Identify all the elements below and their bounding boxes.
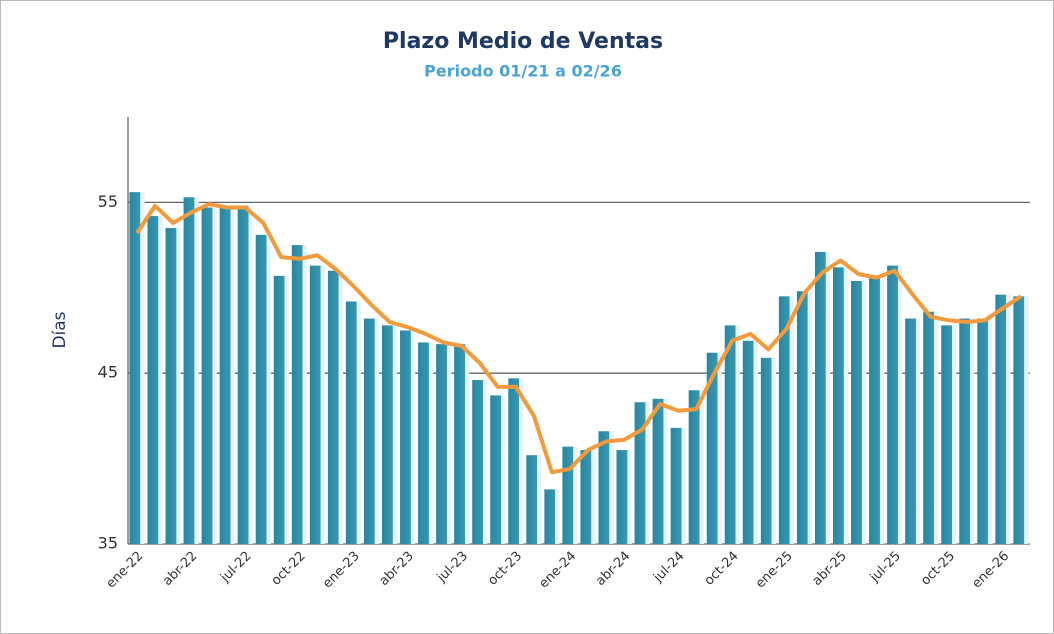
bar	[273, 275, 289, 544]
bar	[1013, 296, 1029, 544]
y-tick-label: 35	[98, 534, 118, 553]
bar	[778, 296, 795, 544]
bar	[652, 398, 668, 544]
bar	[941, 325, 957, 544]
bar	[724, 325, 740, 544]
bar	[544, 489, 560, 544]
bar	[327, 270, 344, 544]
bar	[670, 427, 686, 544]
bar	[905, 318, 921, 544]
bar	[165, 228, 181, 544]
bar	[201, 207, 217, 545]
bar	[526, 455, 542, 544]
bar	[382, 325, 398, 544]
bar	[580, 450, 596, 544]
bar	[147, 216, 163, 544]
bar	[183, 197, 199, 544]
bar	[400, 330, 416, 544]
y-axis-label: Días	[50, 311, 70, 348]
bar	[237, 205, 253, 545]
bar	[598, 431, 614, 544]
bar	[129, 192, 145, 545]
bar	[291, 245, 307, 544]
bar	[796, 291, 813, 544]
bar	[345, 301, 362, 544]
bar	[454, 344, 470, 544]
chart-title: Plazo Medio de Ventas	[383, 29, 663, 54]
bar	[363, 318, 380, 544]
bar	[706, 352, 722, 544]
bar	[833, 267, 849, 544]
bar	[418, 342, 434, 544]
bar	[219, 205, 235, 545]
bar	[309, 265, 325, 544]
bar	[472, 380, 488, 544]
bar	[616, 450, 632, 544]
bar	[869, 275, 885, 544]
bar	[851, 280, 867, 544]
y-tick-label: 55	[98, 192, 118, 211]
bar	[760, 357, 776, 544]
bar	[688, 390, 704, 544]
trend-line	[135, 202, 1023, 475]
chart-subtitle: Periodo 01/21 a 02/26	[424, 62, 622, 81]
bar	[490, 395, 506, 544]
bar	[508, 378, 524, 544]
bar	[923, 311, 939, 544]
bar	[255, 234, 271, 545]
y-tick-label: 45	[98, 363, 118, 382]
bar	[977, 318, 993, 544]
bar	[436, 344, 452, 544]
bar	[634, 402, 650, 544]
bar	[995, 294, 1011, 544]
bar	[742, 340, 758, 544]
bar	[887, 265, 903, 544]
bar	[814, 251, 831, 544]
bar	[959, 318, 975, 544]
